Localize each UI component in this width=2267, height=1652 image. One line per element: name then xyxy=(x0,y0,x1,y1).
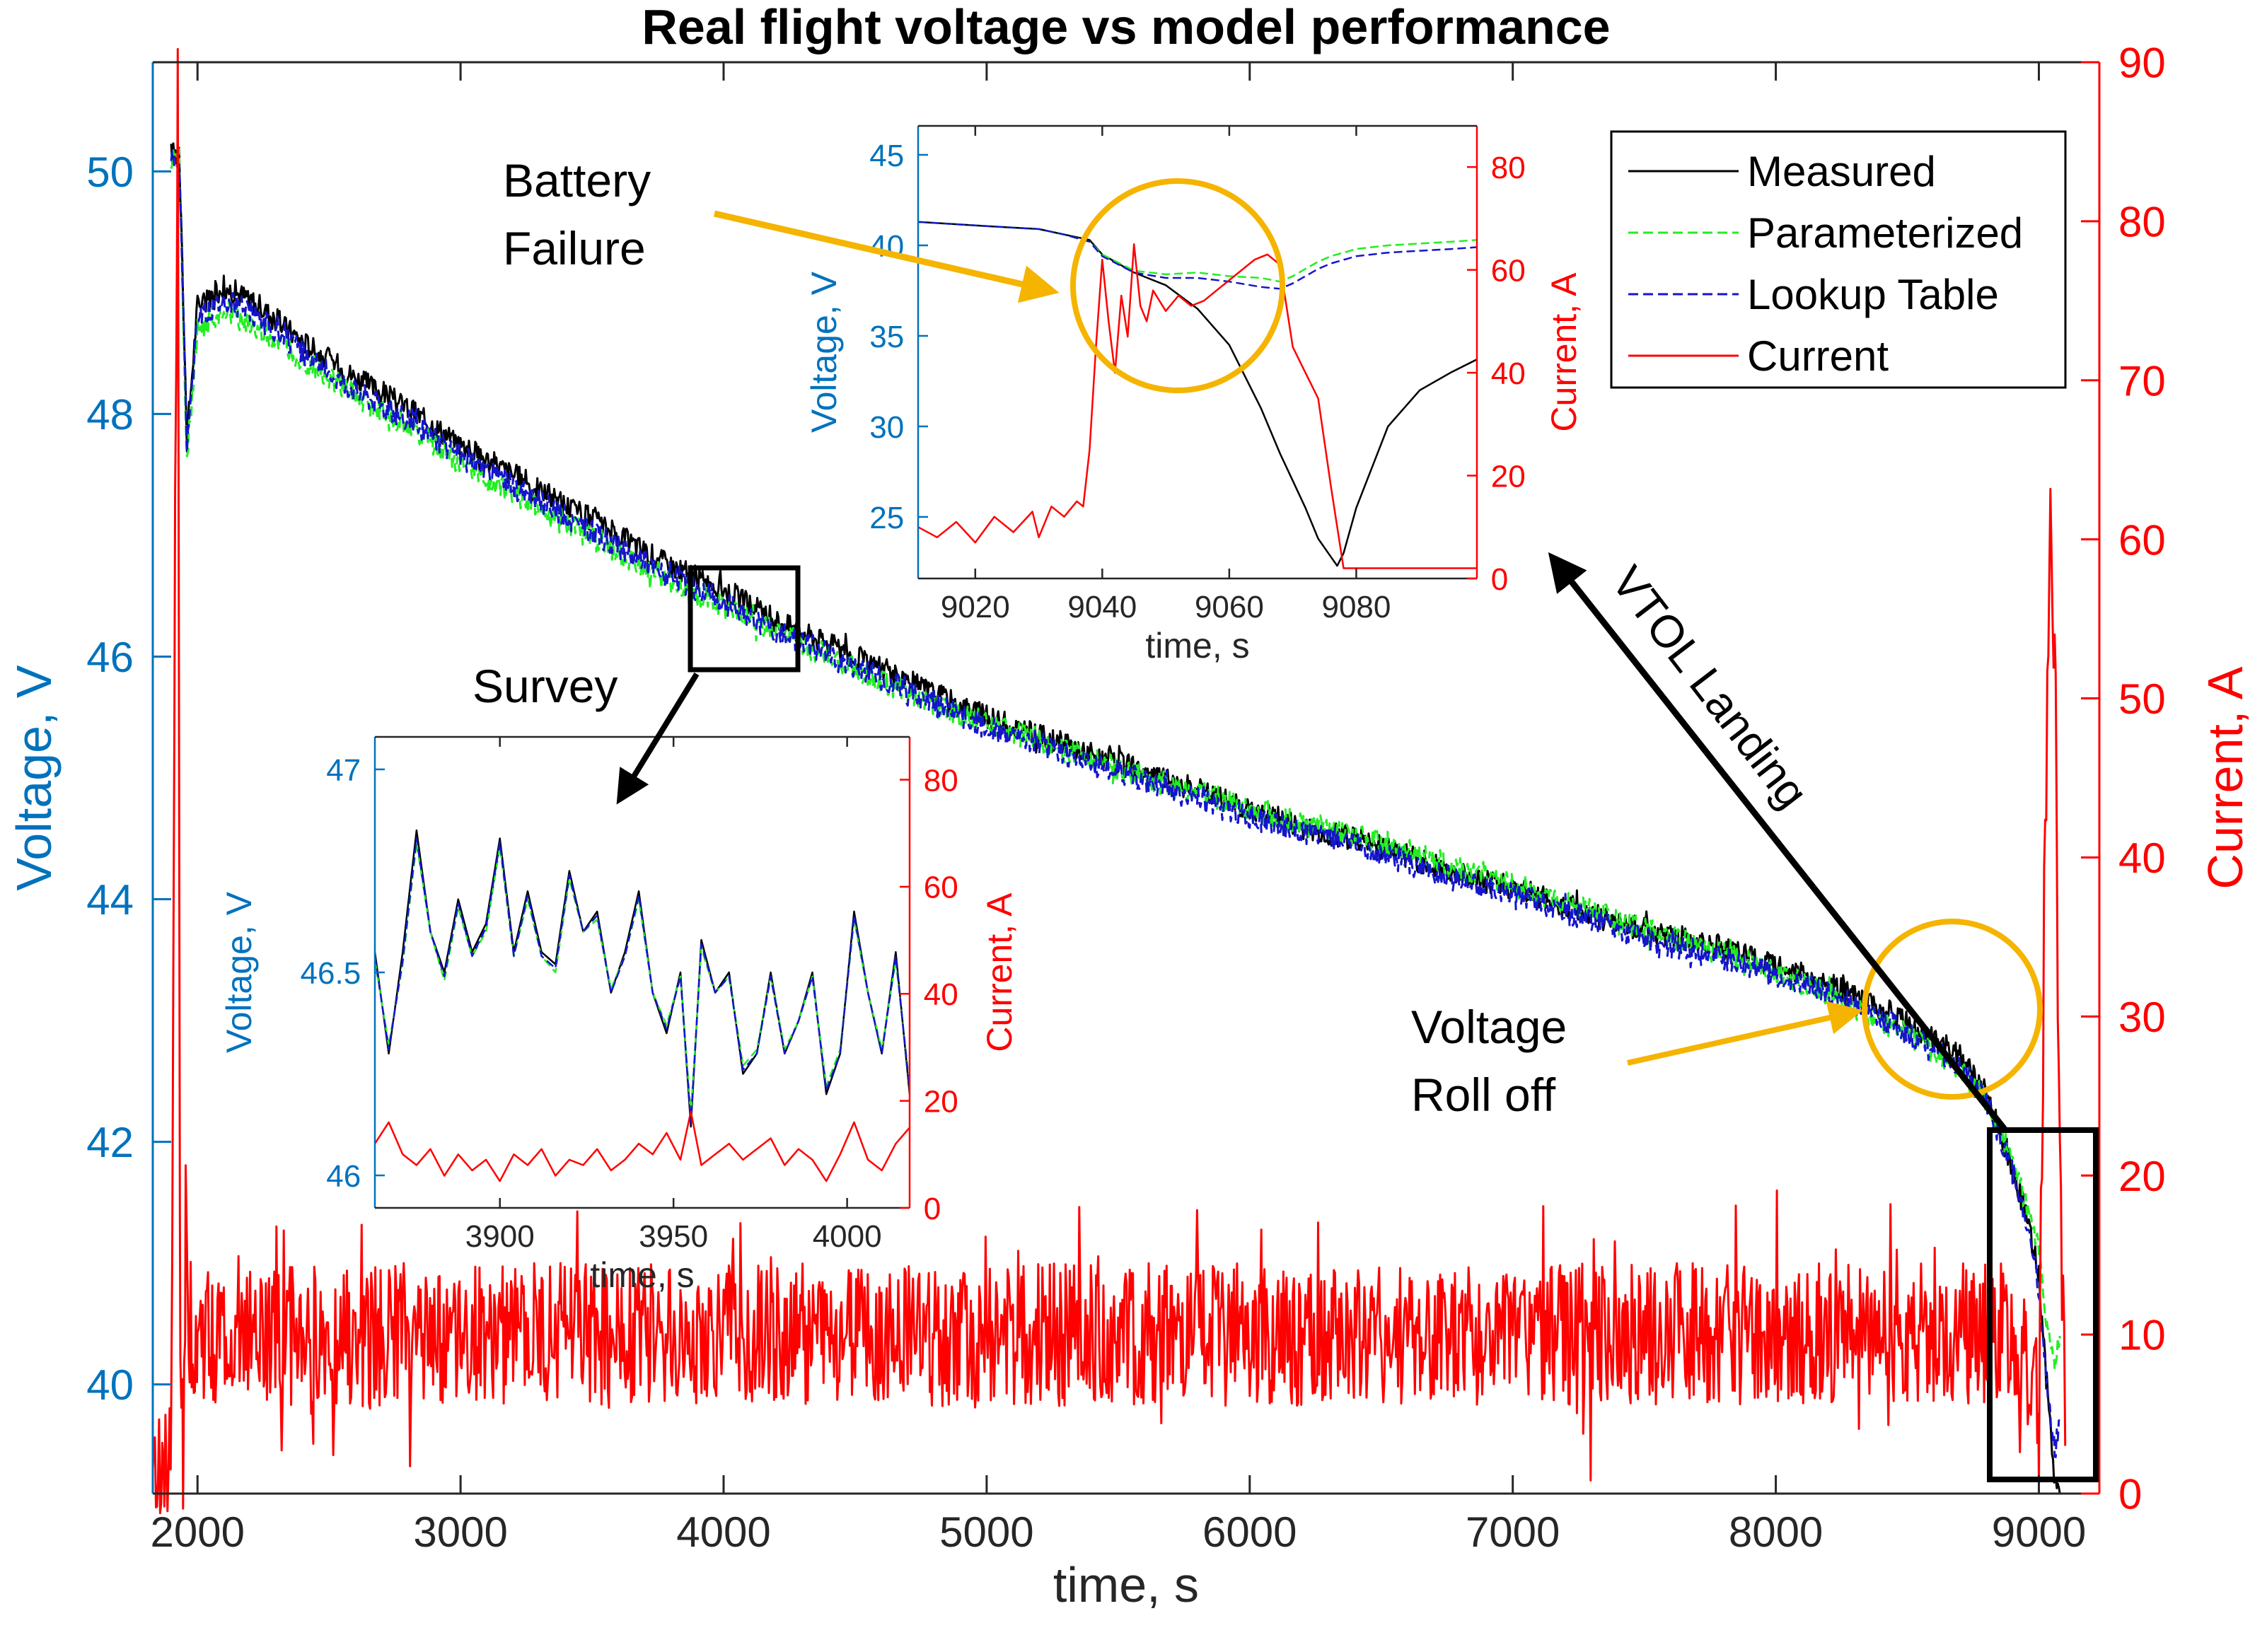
y-right-tick-label: 40 xyxy=(2118,834,2166,882)
roll-off-circle xyxy=(1862,919,2043,1100)
failure-inset-y-right-tick-label: 0 xyxy=(1491,562,1508,597)
x-tick-label: 5000 xyxy=(939,1508,1033,1556)
y-left-tick-label: 44 xyxy=(86,876,134,924)
chart-title: Real flight voltage vs model performance xyxy=(642,0,1610,54)
vtol-landing-arrow xyxy=(1548,552,2008,1132)
y-right-tick-label: 10 xyxy=(2118,1312,2166,1359)
y-right-axis-label: Current, A xyxy=(2198,666,2253,889)
failure-inset-x-tick-label: 9020 xyxy=(941,590,1010,624)
roll-off-arrow xyxy=(1627,1001,1863,1066)
y-right-tick-label: 50 xyxy=(2118,675,2166,723)
x-axis-label: time, s xyxy=(1053,1557,1199,1612)
survey-inset-y-right-axis-label: Current, A xyxy=(980,892,1019,1052)
y-right-tick-label: 60 xyxy=(2118,516,2166,564)
battery-failure-arrow xyxy=(713,210,1060,303)
series-lookup-table-line xyxy=(170,150,2060,1458)
failure-inset-y-right-tick-label: 40 xyxy=(1491,356,1526,391)
y-left-tick-label: 48 xyxy=(86,391,134,438)
survey-inset-series-parameterized-line xyxy=(373,842,911,1116)
failure-inset-x-tick-label: 9060 xyxy=(1195,590,1264,624)
failure-inset-y-right-tick-label: 20 xyxy=(1491,459,1526,494)
x-tick-label: 4000 xyxy=(676,1508,770,1556)
x-tick-label: 2000 xyxy=(150,1508,244,1556)
failure-inset-x-tick-label: 9040 xyxy=(1067,590,1137,624)
failure-inset-y-left-tick-label: 30 xyxy=(869,410,904,445)
survey-inset-y-left-tick-label: 47 xyxy=(326,753,361,788)
survey-inset-y-right-tick-label: 20 xyxy=(924,1084,958,1119)
survey-inset-series-lookup-table-line xyxy=(373,837,911,1124)
y-left-tick-label: 42 xyxy=(86,1119,134,1166)
legend-label-current: Current xyxy=(1747,332,1889,380)
y-left-tick-label: 50 xyxy=(86,149,134,196)
survey-inset-series-current-line xyxy=(373,1110,910,1182)
y-right-tick-label: 90 xyxy=(2118,40,2166,87)
failure-inset-plot-background xyxy=(918,126,1477,578)
y-right-tick-label: 20 xyxy=(2118,1153,2166,1200)
y-right-tick-label: 80 xyxy=(2118,198,2166,245)
y-right-tick-label: 30 xyxy=(2118,994,2166,1041)
failure-inset-x-axis-label: time, s xyxy=(1145,626,1249,665)
y-left-axis-label: Voltage, V xyxy=(6,665,62,890)
survey-inset-x-tick-label: 3900 xyxy=(465,1219,535,1254)
survey-inset-y-left-axis-label: Voltage, V xyxy=(219,891,259,1053)
battery-failure-label: Battery Failure xyxy=(503,154,651,274)
survey-label: Survey xyxy=(472,660,618,712)
survey-inset-y-right-tick-label: 60 xyxy=(924,871,958,905)
failure-inset-y-right-axis-label: Current, A xyxy=(1544,272,1584,432)
survey-inset-y-right-tick-label: 0 xyxy=(924,1192,941,1226)
survey-inset-y-left-tick-label: 46.5 xyxy=(301,956,361,991)
failure-inset-y-left-axis-label: Voltage, V xyxy=(804,271,844,433)
survey-inset-x-tick-label: 3950 xyxy=(639,1219,708,1254)
legend-label-parameterized: Parameterized xyxy=(1747,209,2023,257)
x-tick-label: 9000 xyxy=(1992,1508,2086,1556)
failure-inset-y-left-tick-label: 25 xyxy=(869,501,904,535)
failure-inset-y-left-tick-label: 45 xyxy=(869,139,904,173)
survey-zoom-box xyxy=(688,565,801,673)
x-tick-label: 8000 xyxy=(1729,1508,1823,1556)
y-left-tick-label: 46 xyxy=(86,634,134,681)
survey-inset-x-axis-label: time, s xyxy=(590,1255,694,1295)
battery-failure-circle xyxy=(1070,178,1285,393)
legend-box xyxy=(1610,130,2067,389)
x-tick-label: 7000 xyxy=(1466,1508,1560,1556)
failure-inset-series-current-line xyxy=(917,243,1477,569)
roll-off-label: Voltage Roll off xyxy=(1411,1001,1567,1121)
failure-inset-y-right-tick-label: 60 xyxy=(1491,253,1526,288)
survey-inset-y-right-tick-label: 40 xyxy=(924,977,958,1012)
survey-arrow xyxy=(616,672,700,805)
y-right-tick-label: 0 xyxy=(2118,1471,2142,1518)
legend-label-measured: Measured xyxy=(1747,148,1936,195)
survey-inset-y-left-tick-label: 46 xyxy=(326,1159,361,1194)
survey-inset-plot-background xyxy=(375,737,910,1208)
survey-inset-y-right-tick-label: 80 xyxy=(924,763,958,798)
landing-zoom-box xyxy=(1987,1127,2099,1482)
x-tick-label: 6000 xyxy=(1202,1508,1297,1556)
legend-label-lookup-table: Lookup Table xyxy=(1747,271,1999,318)
x-tick-label: 3000 xyxy=(413,1508,507,1556)
y-right-tick-label: 70 xyxy=(2118,357,2166,405)
failure-inset-y-left-tick-label: 35 xyxy=(869,320,904,354)
survey-inset-x-tick-label: 4000 xyxy=(813,1219,882,1254)
series-current-line xyxy=(151,47,2067,1515)
y-left-tick-label: 40 xyxy=(86,1361,134,1409)
failure-inset-x-tick-label: 9080 xyxy=(1321,590,1391,624)
failure-inset-y-right-tick-label: 80 xyxy=(1491,151,1526,185)
